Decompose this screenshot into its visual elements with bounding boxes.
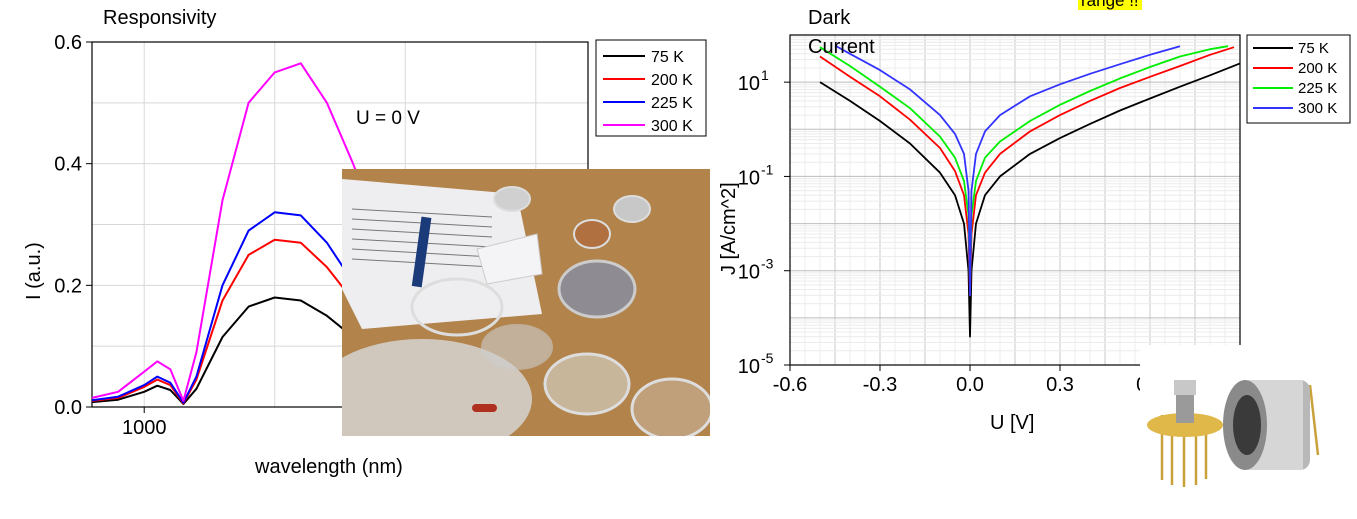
dark-current-legend-label: 225 K (1298, 80, 1337, 97)
responsivity-legend-label: 225 K (651, 95, 693, 112)
dark-current-series-line (834, 44, 1181, 297)
dark-current-x-axis-label: U [V] (990, 412, 1034, 434)
responsivity-y-tick-label: 0.6 (54, 32, 82, 54)
dark-current-plot-frame (789, 34, 1241, 366)
responsivity-annotation: U = 0 V (356, 108, 420, 129)
dark-current-x-ticks: -0.6-0.30.00.30.6 (773, 365, 1164, 396)
responsivity-y-axis-label: I (a.u.) (23, 242, 45, 300)
dark-current-y-tick-label: 10 (738, 167, 760, 189)
detector-photo (1140, 345, 1340, 500)
dark-current-grid (789, 35, 1241, 366)
range-note: range !! (1078, 0, 1142, 10)
dark-current-title-line2: Current (808, 36, 875, 58)
dark-current-legend-label: 300 K (1298, 100, 1337, 117)
responsivity-x-axis-label: wavelength (nm) (254, 456, 403, 478)
responsivity-y-tick-label: 0.2 (54, 275, 82, 297)
responsivity-y-tick-label: 0.4 (54, 154, 82, 176)
dark-current-x-tick-label: -0.6 (773, 374, 807, 396)
responsivity-legend-label: 200 K (651, 72, 693, 89)
dark-current-y-tick-exponent: -1 (761, 161, 774, 177)
dark-current-series-line (819, 46, 1235, 297)
dark-current-y-tick-exponent: -5 (761, 350, 774, 366)
responsivity-legend: 75 K 200 K 225 K 300 K (595, 39, 707, 137)
dark-current-x-tick-label: 0.0 (956, 374, 984, 396)
dark-current-legend-label: 200 K (1298, 60, 1337, 77)
dark-current-legend: 75 K 200 K 225 K 300 K (1246, 34, 1351, 124)
dark-current-y-tick-exponent: -3 (761, 256, 774, 272)
dark-current-y-tick-label: 10 (738, 262, 760, 284)
dark-current-x-tick-label: 0.3 (1046, 374, 1074, 396)
responsivity-x-tick-label: 1000 (122, 417, 167, 439)
dark-current-y-tick-label: 10 (738, 356, 760, 378)
dark-current-series-line (819, 62, 1241, 338)
responsivity-legend-label: 300 K (651, 118, 693, 135)
lab-photo (342, 169, 710, 436)
dark-current-y-axis-label: J [A/cm^2] (718, 182, 740, 275)
responsivity-y-ticks: 0.0 0.2 0.4 0.6 (54, 32, 92, 419)
responsivity-title: Responsivity (103, 7, 216, 29)
dark-current-y-tick-label: 10 (738, 73, 760, 95)
responsivity-y-tick-label: 0.0 (54, 397, 82, 419)
dark-current-x-tick-label: -0.3 (863, 374, 897, 396)
dark-current-series-group (819, 44, 1241, 338)
dark-current-y-tick-exponent: 1 (761, 67, 769, 83)
dark-current-series-line (819, 45, 1229, 286)
dark-current-title-line1: Dark (808, 7, 851, 29)
dark-current-legend-label: 75 K (1298, 40, 1329, 57)
responsivity-legend-label: 75 K (651, 49, 684, 66)
